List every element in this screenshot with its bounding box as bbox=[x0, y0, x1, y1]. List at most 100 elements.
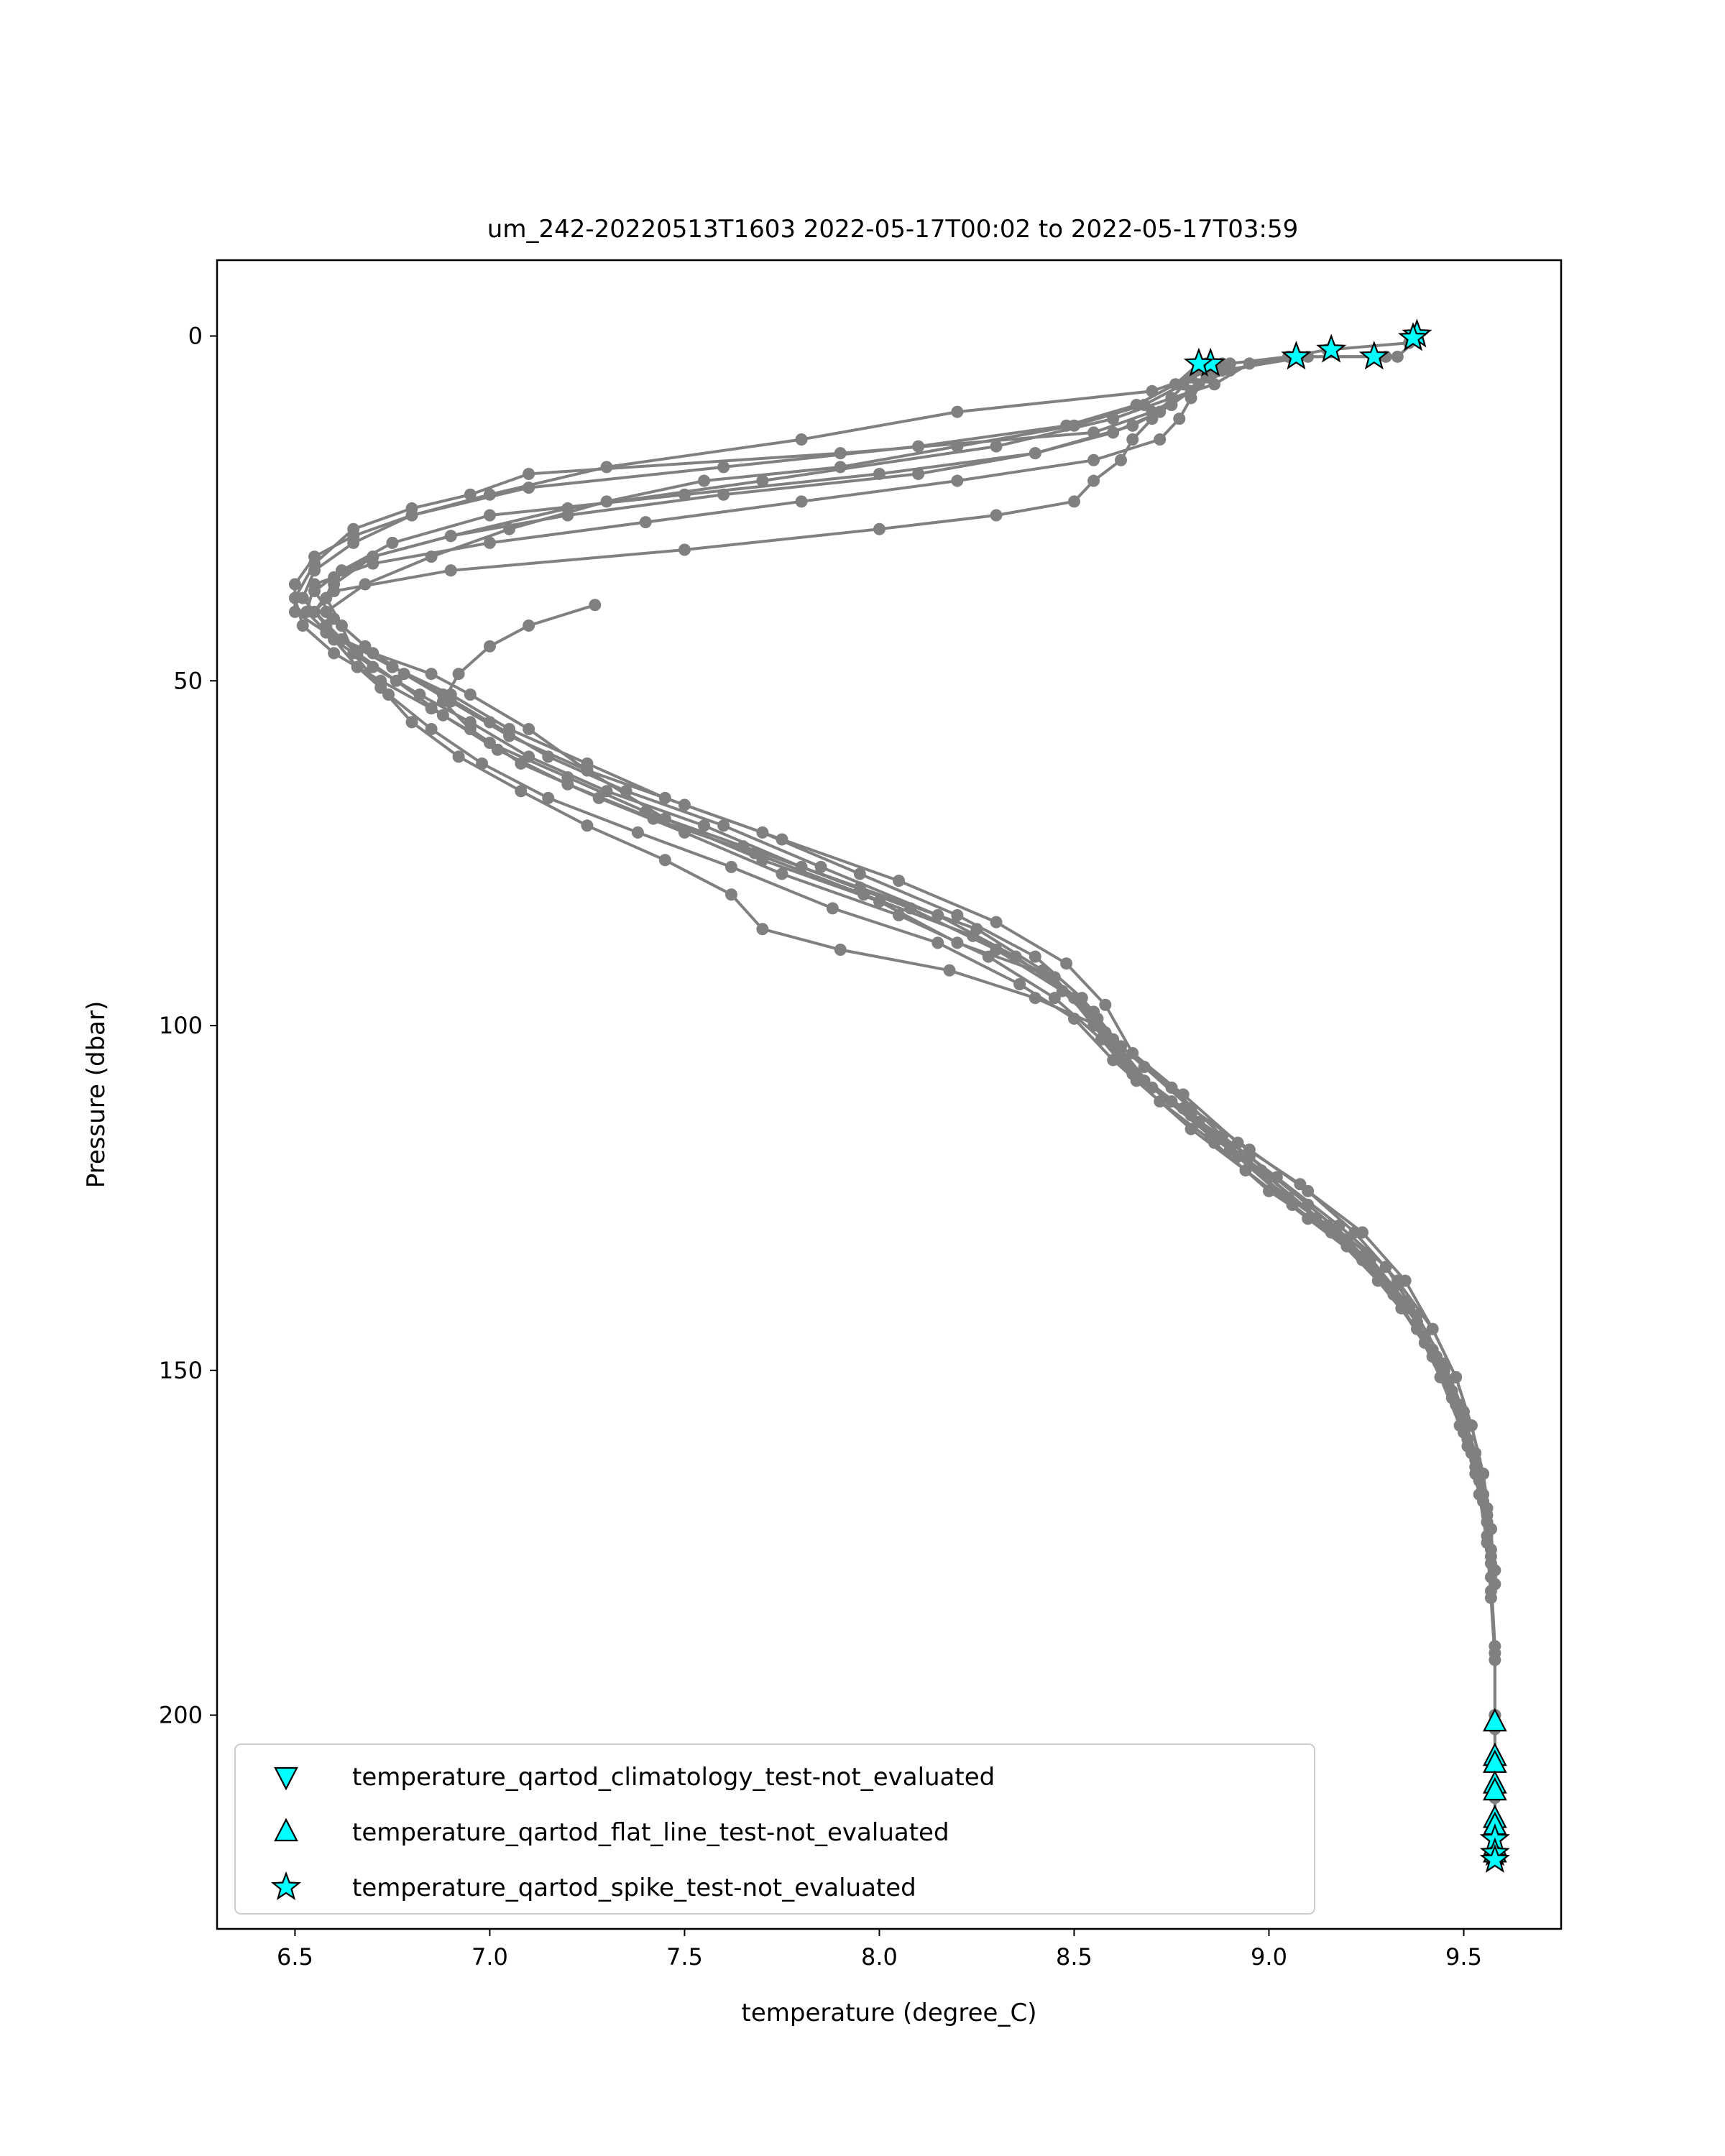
profile-point bbox=[834, 944, 847, 957]
profile-point bbox=[678, 488, 691, 501]
profile-point bbox=[320, 619, 333, 632]
profile-point bbox=[932, 936, 944, 949]
profile-point bbox=[1489, 1577, 1501, 1590]
legend: temperature_qartod_climatology_test-not_… bbox=[234, 1743, 1315, 1915]
profile-point bbox=[347, 536, 360, 549]
profile-point bbox=[990, 509, 1003, 522]
plot-frame bbox=[216, 259, 1563, 1930]
profile-point bbox=[951, 405, 964, 418]
profile-point bbox=[425, 668, 438, 681]
profile-line-9 bbox=[301, 362, 1493, 1550]
profile-point bbox=[359, 578, 372, 591]
profile-point bbox=[367, 550, 380, 563]
x-tick-label: 7.0 bbox=[472, 1943, 508, 1971]
profile-point bbox=[1387, 1288, 1400, 1301]
profile-point bbox=[1465, 1447, 1478, 1460]
profile-point bbox=[1243, 1143, 1256, 1156]
star-flag-marker bbox=[1281, 341, 1312, 370]
profile-point bbox=[1154, 405, 1167, 418]
profile-point bbox=[464, 688, 477, 701]
profile-point bbox=[1130, 1074, 1143, 1087]
profile-point bbox=[1029, 447, 1041, 460]
profile-point bbox=[425, 722, 438, 735]
profile-point bbox=[382, 688, 395, 701]
profile-point bbox=[748, 847, 761, 860]
star-flag-marker bbox=[1183, 347, 1214, 377]
profile-point bbox=[351, 660, 364, 673]
profile-point bbox=[308, 564, 321, 577]
profile-point bbox=[1356, 1253, 1369, 1266]
profile-line-7 bbox=[324, 369, 1493, 1529]
profile-point bbox=[1426, 1350, 1439, 1363]
profile-point bbox=[464, 488, 477, 501]
profile-point bbox=[452, 668, 465, 681]
profile-point bbox=[413, 688, 426, 701]
profile-point bbox=[581, 819, 594, 832]
profile-point bbox=[776, 867, 788, 880]
profile-point bbox=[523, 722, 535, 735]
profile-point bbox=[631, 826, 644, 839]
profile-point bbox=[893, 875, 906, 888]
profile-point bbox=[1426, 1322, 1439, 1335]
profile-point bbox=[814, 860, 827, 873]
profile-point bbox=[581, 757, 594, 770]
profile-point bbox=[1115, 453, 1128, 466]
profile-point bbox=[1138, 1061, 1151, 1074]
y-tick-label: 0 bbox=[188, 323, 203, 350]
profile-point bbox=[717, 819, 730, 832]
profile-point bbox=[1165, 1081, 1178, 1094]
legend-label: temperature_qartod_spike_test-not_evalua… bbox=[352, 1874, 916, 1902]
profile-point bbox=[1484, 1550, 1497, 1563]
flag-layer bbox=[1183, 318, 1510, 1873]
profile-point bbox=[523, 482, 535, 494]
profile-point bbox=[515, 785, 528, 798]
profile-point bbox=[1356, 1226, 1369, 1239]
profile-point bbox=[328, 647, 341, 660]
profile-point bbox=[367, 660, 380, 673]
profile-point bbox=[296, 591, 309, 604]
profile-point bbox=[515, 757, 528, 770]
y-axis: 0 50 100 150 200 bbox=[159, 323, 217, 1729]
triangle-up-flag-marker bbox=[1483, 1708, 1507, 1732]
profile-point bbox=[658, 791, 671, 804]
profile-line-4 bbox=[313, 355, 1496, 1585]
profile-point bbox=[982, 950, 995, 963]
profile-point bbox=[436, 695, 449, 708]
legend-label: temperature_qartod_climatology_test-not_… bbox=[352, 1763, 995, 1792]
profile-point bbox=[523, 619, 535, 632]
y-tick-label: 50 bbox=[173, 667, 203, 694]
profile-point bbox=[347, 522, 360, 535]
profile-point bbox=[1154, 433, 1167, 446]
x-tick-label: 8.5 bbox=[1056, 1943, 1092, 1971]
profile-point bbox=[425, 550, 438, 563]
profile-point bbox=[756, 474, 769, 487]
profile-line-8 bbox=[324, 362, 1489, 1523]
profile-point bbox=[990, 440, 1003, 453]
profile-point bbox=[724, 860, 737, 873]
profile-point bbox=[1391, 350, 1404, 363]
profile-point bbox=[386, 660, 399, 673]
profile-point bbox=[523, 467, 535, 480]
profile-point bbox=[405, 716, 418, 729]
profile-point bbox=[1087, 474, 1100, 487]
profile-point bbox=[1184, 1123, 1197, 1135]
profile-point bbox=[600, 495, 613, 508]
profile-point bbox=[756, 826, 769, 839]
profile-point bbox=[405, 509, 418, 522]
star-flag-marker bbox=[1398, 322, 1429, 351]
profile-point bbox=[678, 826, 691, 839]
profile-point bbox=[1044, 971, 1057, 984]
profile-point bbox=[1126, 1046, 1139, 1059]
x-tick-label: 6.5 bbox=[277, 1943, 313, 1971]
profile-point bbox=[1126, 433, 1139, 446]
profile-point bbox=[912, 440, 925, 453]
profile-point bbox=[1465, 1419, 1478, 1432]
profile-point bbox=[351, 647, 364, 660]
profile-point bbox=[1029, 950, 1041, 963]
x-tick-label: 8.0 bbox=[861, 1943, 898, 1971]
profile-point bbox=[1399, 1274, 1412, 1287]
profile-point bbox=[1231, 1150, 1244, 1163]
star-flag-marker bbox=[1316, 333, 1347, 363]
profile-point bbox=[717, 488, 730, 501]
profile-point bbox=[320, 591, 333, 604]
